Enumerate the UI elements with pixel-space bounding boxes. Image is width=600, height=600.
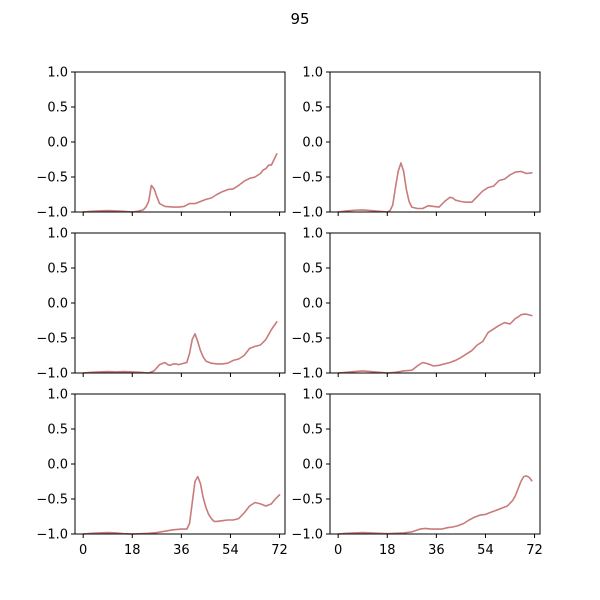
y-tick-label: 0.0 xyxy=(47,458,68,473)
x-tick-label: 18 xyxy=(379,543,396,558)
series-line xyxy=(82,321,278,374)
y-tick-label: 0.5 xyxy=(47,101,68,116)
y-tick-label: −1.0 xyxy=(36,206,68,221)
series-line xyxy=(337,162,533,213)
y-tick-label: −0.5 xyxy=(36,171,68,186)
y-tick-label: 1.0 xyxy=(302,66,323,81)
subplot-6: −1.0 −0.5 0.0 0.5 1.0 0 18 36 54 72 xyxy=(291,388,542,559)
x-tick-label: 54 xyxy=(222,543,239,558)
x-tick-label: 36 xyxy=(173,543,190,558)
y-tick-label: 1.0 xyxy=(302,227,323,242)
subplot-4: −1.0 −0.5 0.0 0.5 1.0 xyxy=(291,227,541,382)
x-tick-label: 0 xyxy=(334,543,342,558)
axes-frame xyxy=(329,232,541,374)
series-line xyxy=(337,313,533,374)
y-tick-label: −1.0 xyxy=(291,528,323,543)
y-tick-label: −1.0 xyxy=(36,528,68,543)
y-tick-label: 0.5 xyxy=(302,262,323,277)
y-tick-label: 0.5 xyxy=(302,423,323,438)
x-tick-label: 54 xyxy=(477,543,494,558)
y-tick-label: 1.0 xyxy=(302,388,323,403)
y-tick-label: −0.5 xyxy=(291,332,323,347)
y-tick-label: −0.5 xyxy=(291,171,323,186)
y-tick-label: −1.0 xyxy=(291,367,323,382)
y-tick-label: −0.5 xyxy=(36,493,68,508)
y-tick-label: 1.0 xyxy=(47,66,68,81)
y-tick-label: 0.0 xyxy=(302,297,323,312)
axes-frame xyxy=(74,393,286,535)
x-tick-label: 36 xyxy=(428,543,445,558)
x-tick-label: 18 xyxy=(124,543,141,558)
subplot-5: −1.0 −0.5 0.0 0.5 1.0 0 18 36 54 72 xyxy=(36,388,287,559)
y-tick-label: −1.0 xyxy=(36,367,68,382)
y-tick-label: −0.5 xyxy=(291,493,323,508)
subplot-3: −1.0 −0.5 0.0 0.5 1.0 xyxy=(36,227,286,382)
subplot-2: −1.0 −0.5 0.0 0.5 1.0 xyxy=(291,66,541,221)
y-tick-label: 0.0 xyxy=(47,136,68,151)
subplot-1: −1.0 −0.5 0.0 0.5 1.0 xyxy=(36,66,286,221)
y-tick-label: 0.0 xyxy=(302,136,323,151)
series-line xyxy=(82,153,278,213)
y-tick-label: 0.0 xyxy=(302,458,323,473)
axes-frame xyxy=(329,71,541,213)
y-tick-label: −0.5 xyxy=(36,332,68,347)
axes-frame xyxy=(74,232,286,374)
y-tick-label: 1.0 xyxy=(47,388,68,403)
series-line xyxy=(82,475,281,535)
figure-title: 95 xyxy=(290,10,309,28)
axes-frame xyxy=(74,71,286,213)
y-tick-label: 0.0 xyxy=(47,297,68,312)
y-tick-label: 0.5 xyxy=(47,423,68,438)
y-tick-label: −1.0 xyxy=(291,206,323,221)
x-tick-label: 72 xyxy=(271,543,288,558)
x-tick-label: 72 xyxy=(526,543,543,558)
series-line xyxy=(337,475,533,535)
x-tick-label: 0 xyxy=(79,543,87,558)
axes-frame xyxy=(329,393,541,535)
y-tick-label: 0.5 xyxy=(47,262,68,277)
y-tick-label: 0.5 xyxy=(302,101,323,116)
y-tick-label: 1.0 xyxy=(47,227,68,242)
